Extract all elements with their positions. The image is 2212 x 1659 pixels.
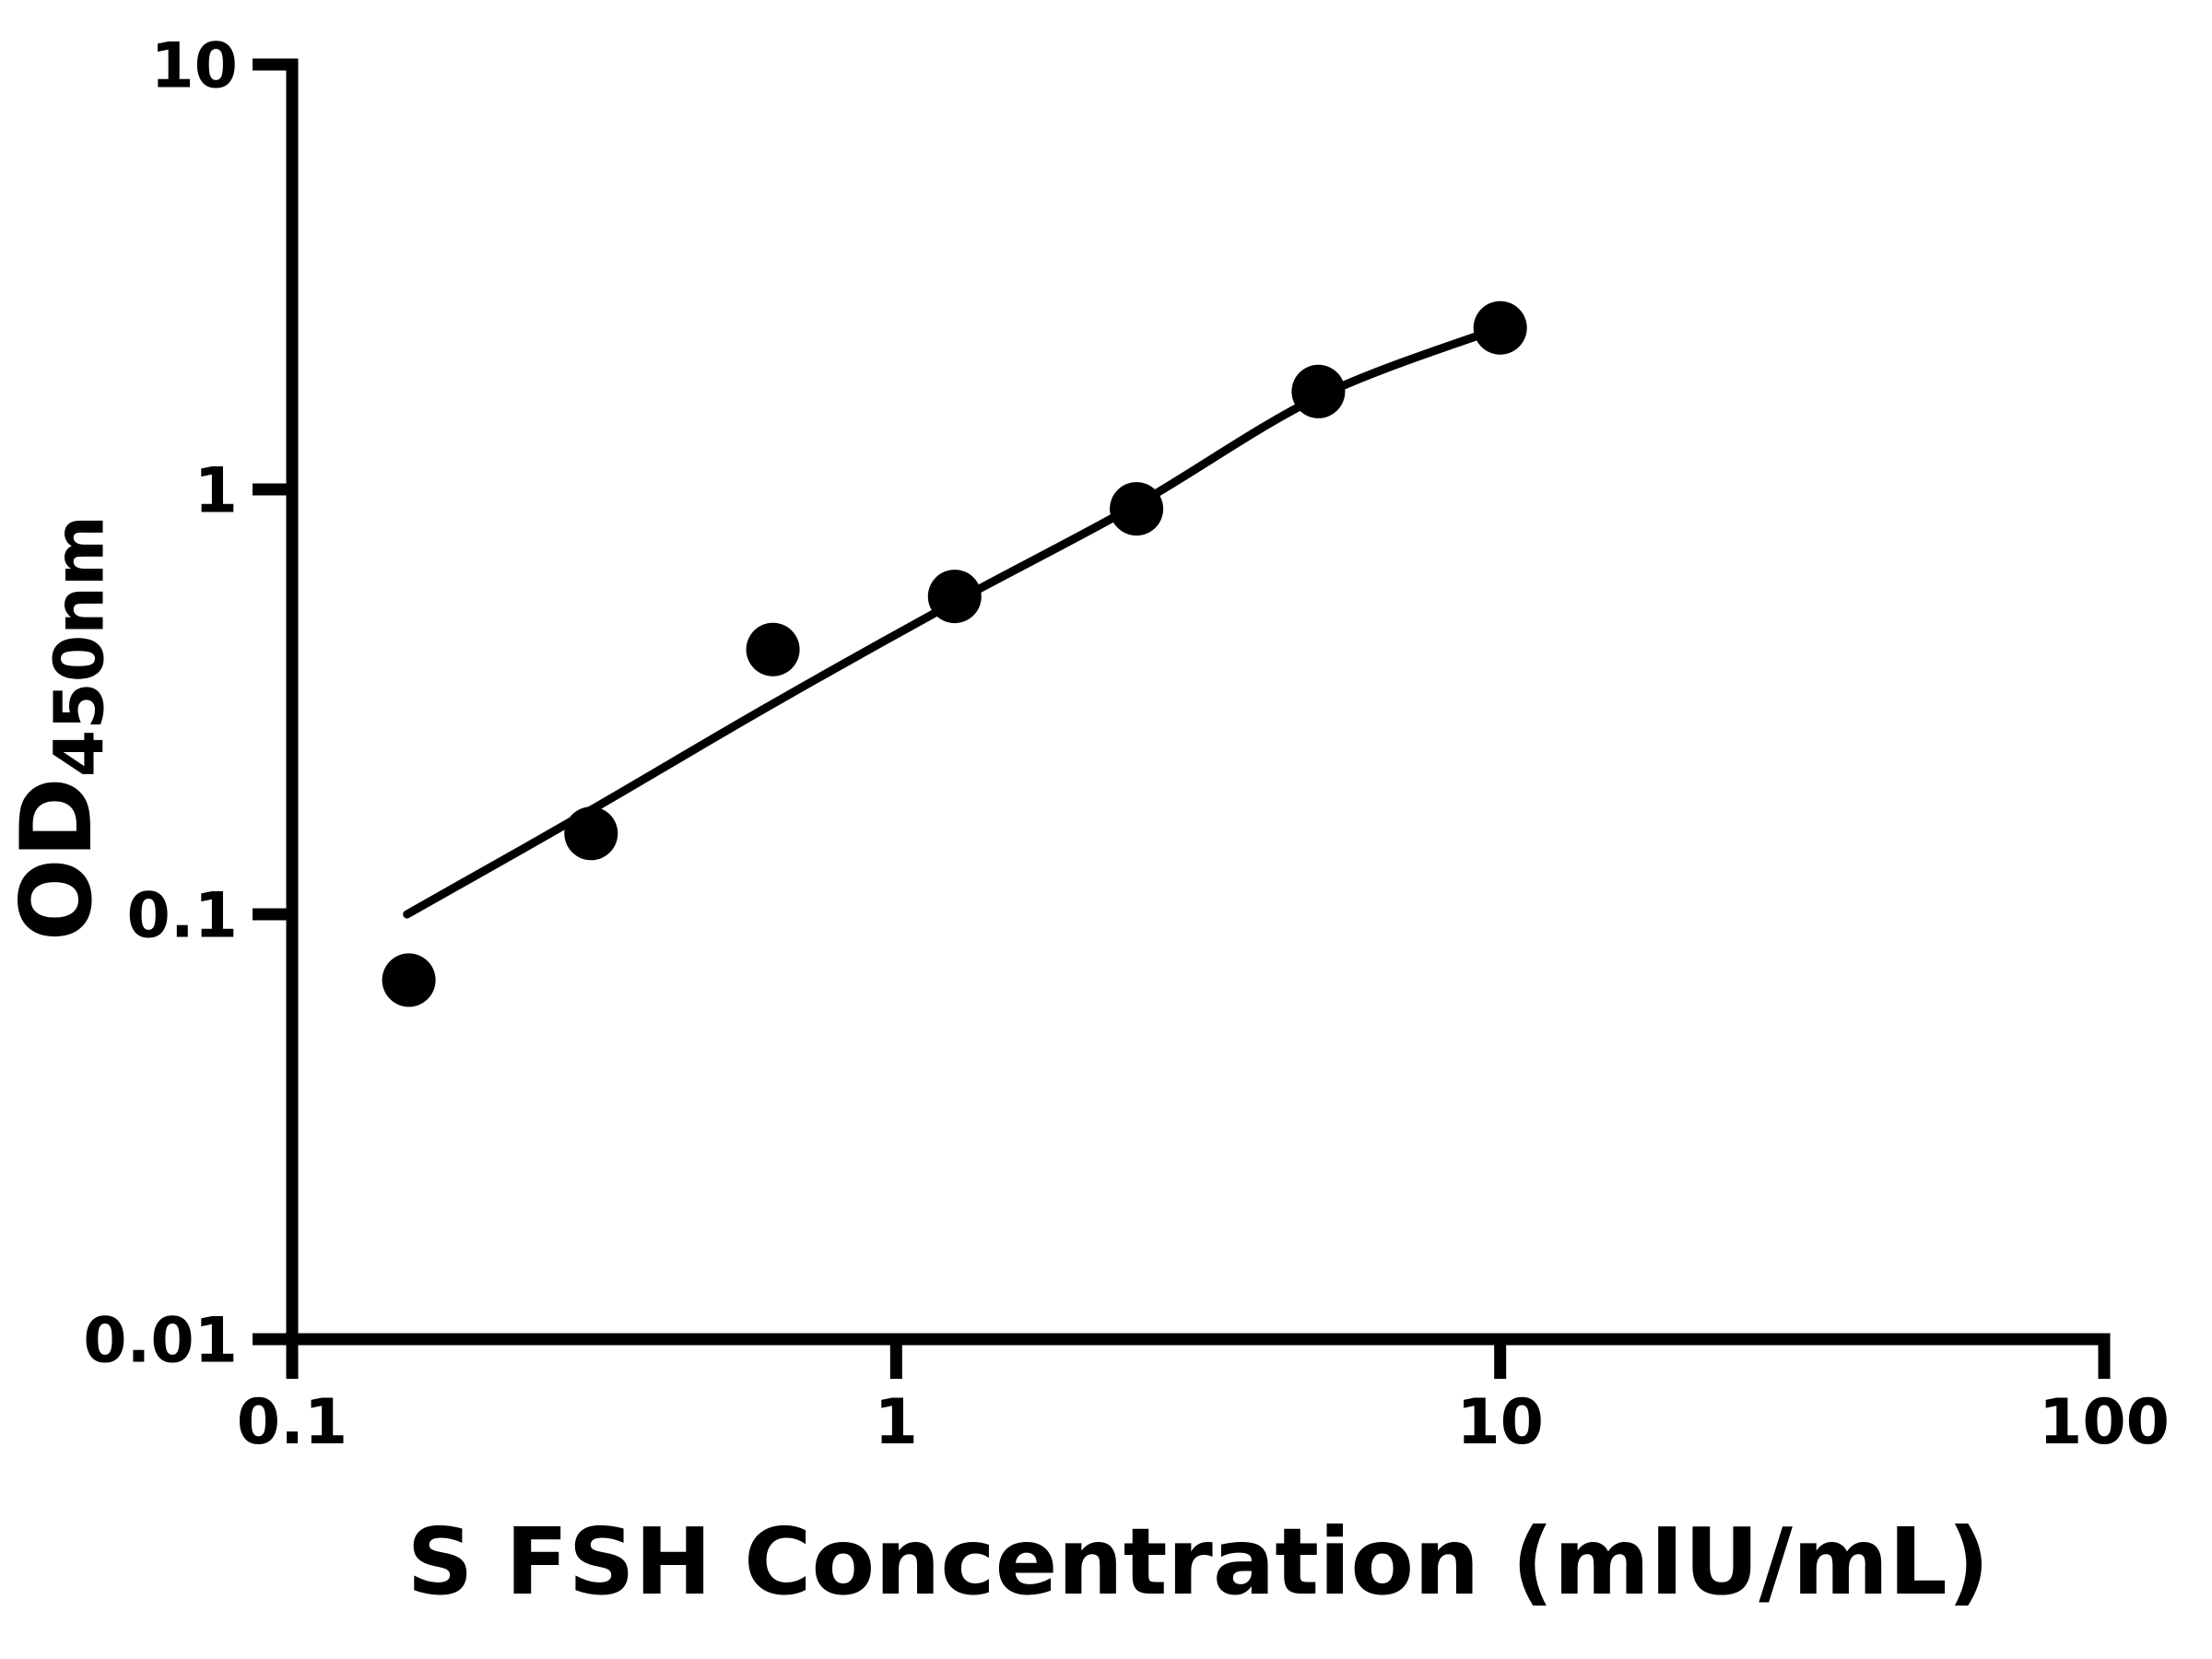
y-axis-title: OD450nm bbox=[0, 515, 119, 941]
x-tick-label: 0.1 bbox=[237, 1386, 347, 1459]
y-tick-label: 1 bbox=[194, 455, 238, 528]
x-tick-label: 100 bbox=[2039, 1386, 2170, 1459]
data-point bbox=[746, 622, 800, 677]
data-point bbox=[1291, 364, 1346, 418]
y-tick-label: 0.1 bbox=[127, 880, 238, 953]
y-tick-label: 10 bbox=[150, 30, 238, 103]
data-point bbox=[1473, 300, 1527, 355]
x-axis-title: S FSH Concentration (mIU/mL) bbox=[406, 1508, 1990, 1616]
y-axis-title-subscript: 450nm bbox=[40, 514, 120, 778]
y-tick-label: 0.01 bbox=[83, 1305, 238, 1378]
x-tick-label: 1 bbox=[875, 1386, 918, 1459]
data-point bbox=[1110, 482, 1164, 536]
data-point bbox=[382, 953, 436, 1007]
data-point bbox=[564, 806, 618, 861]
y-axis-title-base: OD bbox=[0, 777, 113, 942]
x-tick-label: 10 bbox=[1456, 1386, 1544, 1459]
plot-layer: 10 1 0.1 0.01 0.1 1 10 100 bbox=[83, 30, 2170, 1460]
y-axis-title-box: OD450nm bbox=[0, 0, 122, 1456]
data-point bbox=[927, 570, 982, 624]
